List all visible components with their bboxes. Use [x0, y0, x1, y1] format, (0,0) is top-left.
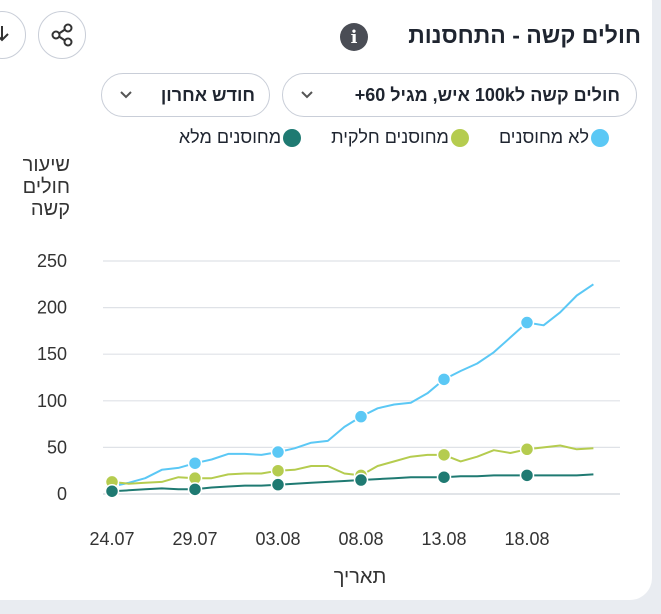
info-icon[interactable]: i	[340, 23, 368, 51]
legend-item-unvaccinated[interactable]: לא מחוסנים	[499, 127, 609, 148]
share-icon	[51, 23, 73, 47]
chart-title: חולים קשה - התחסנות	[408, 22, 641, 48]
data-point-2	[436, 469, 452, 485]
data-point-0	[353, 409, 369, 424]
legend-marker	[450, 128, 469, 147]
chart-legend: לא מחוסנים מחוסנים חלקית מחוסנים מלא	[179, 127, 609, 148]
period-dropdown-label: חודש אחרון	[160, 84, 255, 105]
data-point-2	[187, 482, 203, 497]
data-point-0	[519, 315, 535, 330]
legend-label: לא מחוסנים	[498, 127, 589, 147]
data-point-2	[353, 472, 369, 488]
x-tick-label: 08.08	[338, 529, 383, 549]
y-tick-label: 50	[47, 437, 67, 457]
legend-marker	[283, 128, 302, 147]
period-dropdown[interactable]: חודש אחרון	[101, 73, 270, 117]
data-point-0	[436, 372, 452, 387]
data-point-0	[270, 444, 286, 460]
data-point-1	[270, 463, 286, 478]
legend-label: מחוסנים מלא	[178, 127, 282, 147]
data-point-2	[104, 483, 120, 499]
data-point-2	[519, 468, 535, 483]
chevron-down-icon	[301, 91, 313, 99]
metric-dropdown[interactable]: חולים קשה ל100k איש, מגיל 60+	[282, 73, 637, 117]
y-tick-label: 150	[37, 344, 67, 364]
download-icon	[0, 26, 9, 42]
data-point-1	[519, 442, 535, 457]
metric-dropdown-label: חולים קשה ל100k איש, מגיל 60+	[354, 84, 620, 105]
data-point-0	[187, 455, 203, 471]
legend-item-fully-vaccinated[interactable]: מחוסנים מלא	[178, 127, 302, 148]
legend-item-partially-vaccinated[interactable]: מחוסנים חלקית	[331, 127, 469, 148]
y-tick-label: 100	[37, 391, 67, 411]
x-tick-label: 03.08	[255, 529, 300, 549]
x-tick-label: 29.07	[172, 529, 217, 549]
y-tick-label: 250	[37, 251, 67, 271]
x-tick-label: 13.08	[421, 529, 466, 549]
data-point-2	[270, 477, 286, 492]
x-axis-label: תאריך	[334, 566, 387, 588]
legend-label: מחוסנים חלקית	[331, 127, 449, 147]
x-tick-label: 18.08	[504, 529, 549, 549]
chevron-down-icon	[120, 91, 132, 99]
x-tick-label: 24.07	[89, 529, 134, 549]
share-button[interactable]	[38, 11, 86, 59]
y-tick-label: 0	[57, 484, 67, 504]
data-point-1	[436, 447, 452, 463]
y-axis-label: שיעור חולים קשה	[22, 154, 70, 220]
legend-marker	[591, 128, 609, 147]
y-tick-label: 200	[37, 298, 67, 318]
series-line-0	[111, 283, 594, 488]
